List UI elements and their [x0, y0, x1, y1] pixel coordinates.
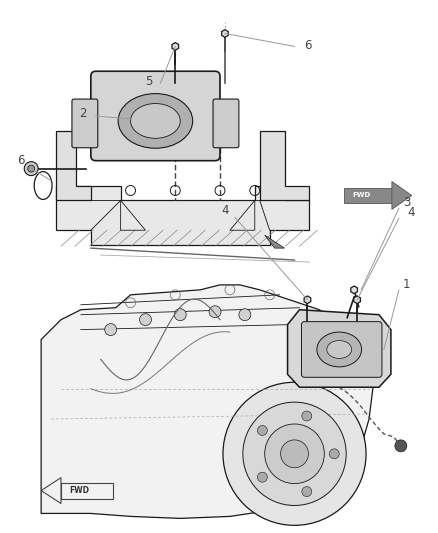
FancyBboxPatch shape — [344, 188, 392, 204]
Polygon shape — [392, 182, 412, 209]
Circle shape — [281, 440, 308, 468]
Ellipse shape — [118, 94, 193, 148]
Text: 4: 4 — [407, 206, 414, 219]
Text: 6: 6 — [304, 39, 311, 52]
Circle shape — [243, 402, 346, 505]
Circle shape — [239, 309, 251, 321]
Text: 5: 5 — [145, 75, 152, 88]
Polygon shape — [260, 131, 309, 200]
FancyBboxPatch shape — [301, 321, 382, 377]
Circle shape — [265, 424, 324, 483]
FancyBboxPatch shape — [72, 99, 98, 148]
Circle shape — [174, 309, 186, 321]
Circle shape — [329, 449, 339, 459]
Polygon shape — [265, 235, 285, 248]
Circle shape — [24, 161, 38, 175]
Circle shape — [395, 440, 407, 452]
Circle shape — [28, 165, 35, 172]
Polygon shape — [288, 310, 391, 387]
Polygon shape — [41, 285, 374, 519]
Text: 1: 1 — [403, 278, 410, 292]
Text: FWD: FWD — [352, 192, 371, 198]
Circle shape — [105, 324, 117, 336]
Text: FWD: FWD — [69, 486, 89, 495]
Text: 4: 4 — [221, 204, 229, 217]
Ellipse shape — [327, 341, 352, 358]
Circle shape — [223, 382, 366, 526]
Circle shape — [302, 487, 312, 497]
Polygon shape — [304, 296, 311, 304]
Circle shape — [258, 425, 267, 435]
Polygon shape — [56, 185, 309, 245]
Text: 6: 6 — [18, 154, 25, 167]
Circle shape — [209, 306, 221, 318]
Polygon shape — [56, 131, 91, 200]
Ellipse shape — [131, 103, 180, 139]
Circle shape — [302, 411, 312, 421]
FancyBboxPatch shape — [91, 71, 220, 160]
Polygon shape — [351, 286, 357, 294]
Circle shape — [140, 314, 152, 326]
Circle shape — [258, 472, 267, 482]
Polygon shape — [354, 296, 360, 304]
Polygon shape — [172, 43, 179, 50]
Text: 3: 3 — [403, 196, 410, 209]
Polygon shape — [222, 30, 228, 37]
Ellipse shape — [317, 332, 362, 367]
FancyBboxPatch shape — [213, 99, 239, 148]
Text: 2: 2 — [79, 108, 87, 120]
